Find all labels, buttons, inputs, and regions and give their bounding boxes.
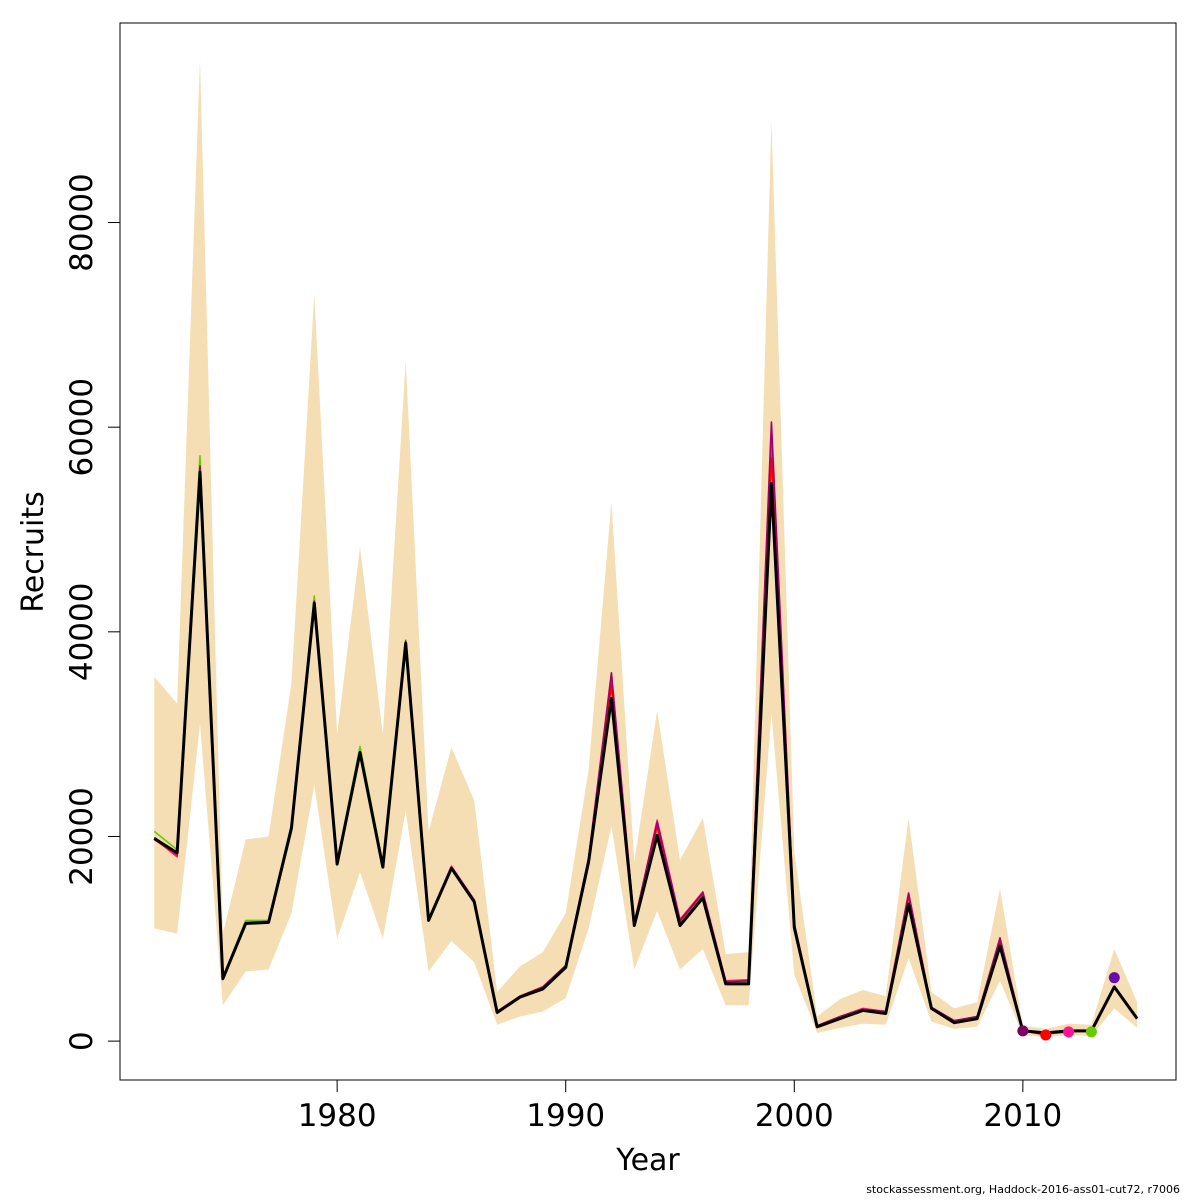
x-tick-label-2010: 2010	[983, 1098, 1062, 1134]
confidence-band	[154, 58, 1138, 1038]
y-axis-title: Recruits	[16, 491, 51, 613]
series-line-5	[153, 470, 1139, 1035]
confidence-band-layer	[154, 58, 1138, 1038]
x-tick-label-1990: 1990	[526, 1098, 605, 1134]
y-tick-label-60000: 60000	[64, 378, 100, 477]
endpoint-marker-3	[1063, 1026, 1075, 1038]
footer-credit: stockassessment.org, Haddock-2016-ass01-…	[866, 1183, 1180, 1196]
endpoint-marker-4	[1085, 1026, 1097, 1038]
y-tick-label-0: 0	[64, 1031, 100, 1051]
endpoint-marker-5	[1108, 972, 1120, 984]
y-tick-label-80000: 80000	[64, 173, 100, 272]
x-tick-label-2000: 2000	[755, 1098, 834, 1134]
x-axis-title: Year	[615, 1143, 680, 1178]
series-line-4	[153, 421, 1024, 1032]
x-tick-label-1980: 1980	[298, 1098, 377, 1134]
series-layer	[153, 421, 1139, 1036]
y-tick-label-20000: 20000	[64, 787, 100, 886]
endpoint-marker-2	[1040, 1029, 1052, 1041]
endpoint-markers-layer	[1017, 972, 1120, 1041]
endpoint-marker-1	[1017, 1025, 1029, 1037]
axes-layer: 1980 1990 2000 2010 0 20000 40000 60000 80000	[64, 173, 1062, 1134]
y-tick-label-40000: 40000	[64, 583, 100, 682]
